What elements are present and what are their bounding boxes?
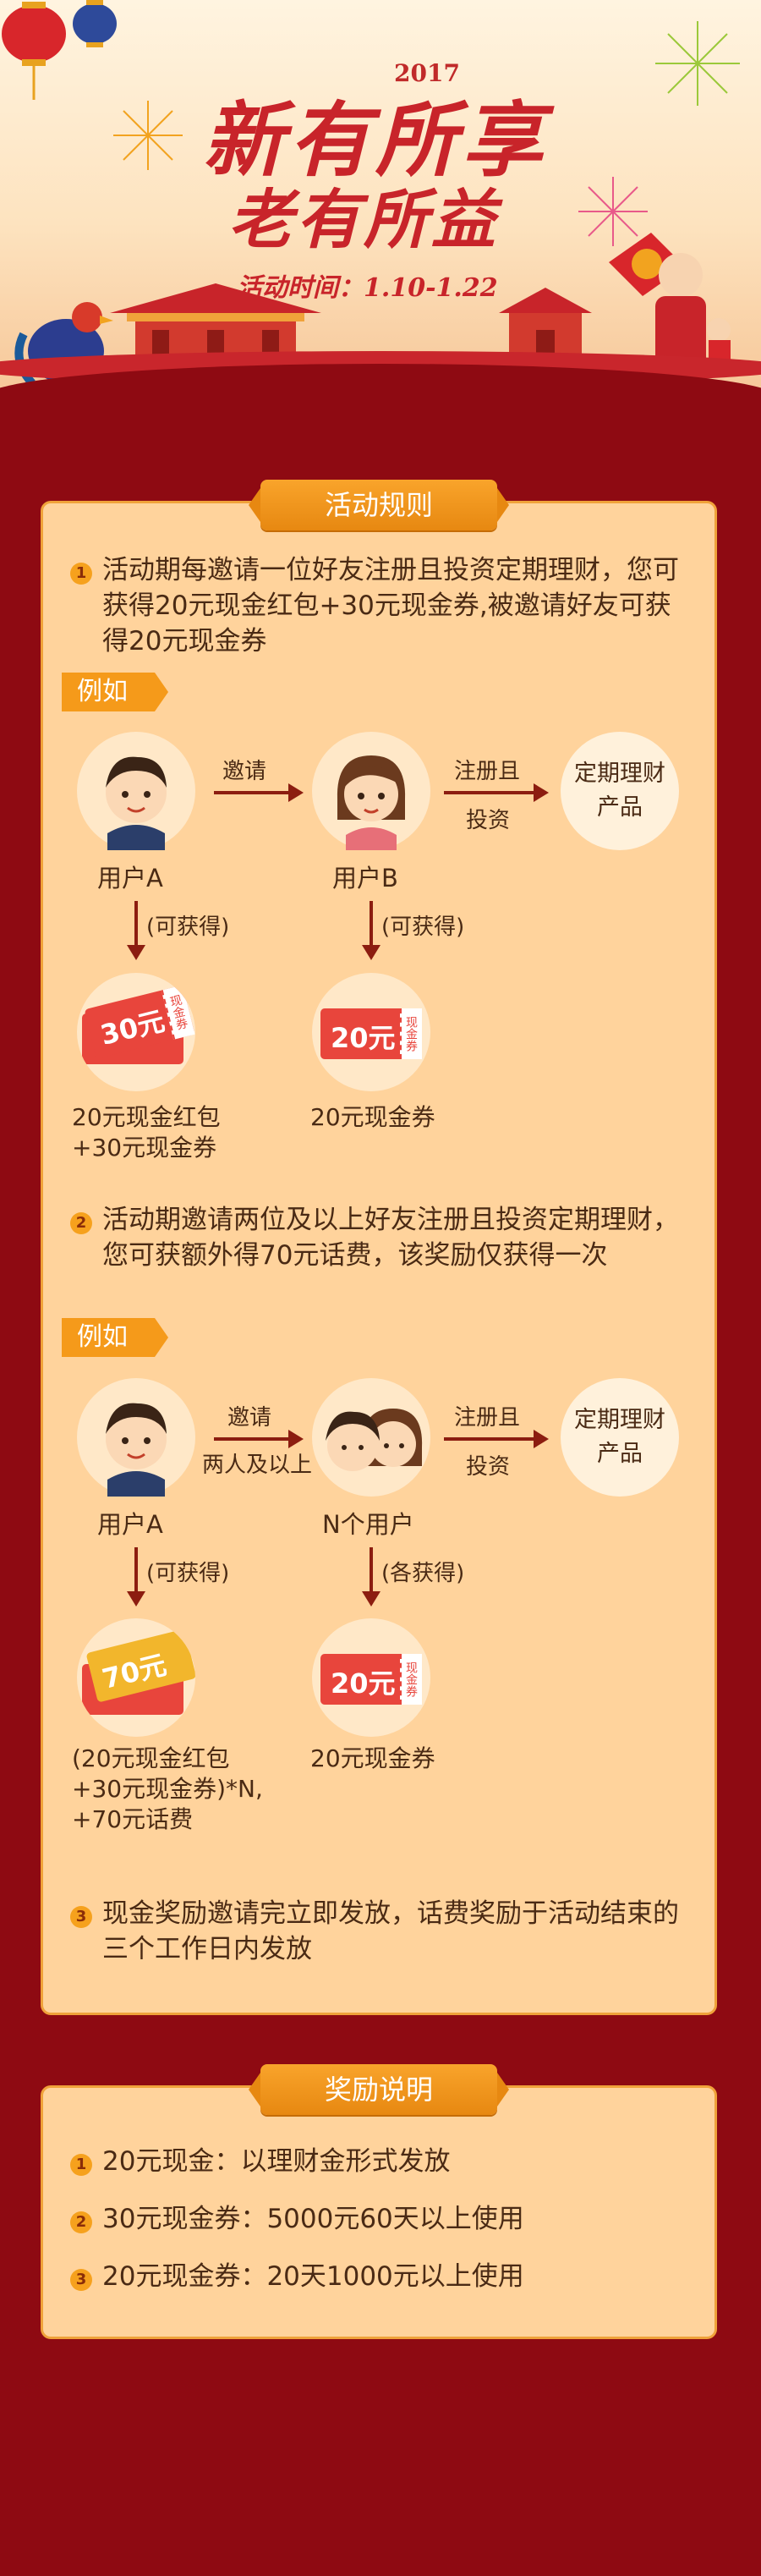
coupon-amount: 20元: [331, 1667, 396, 1700]
rule-number: 3: [70, 1906, 92, 1928]
coupon-a: 30元 现金券: [77, 973, 195, 1091]
coupon-a: 70元: [77, 1618, 195, 1737]
coupon-n: 20元 现金券: [312, 1618, 430, 1737]
reward-a-line1: (20元现金红包: [72, 1744, 230, 1772]
rule-2-text: 活动期邀请两位及以上好友注册且投资定期理财，您可获额外得70元话费，该奖励仅获得…: [102, 1205, 679, 1271]
product-circle: 定期理财 产品: [561, 1378, 679, 1497]
user-a-label: 用户A: [97, 1510, 163, 1539]
arrow-right-icon: [444, 783, 549, 802]
gain-label: (可获得): [381, 915, 465, 940]
gain-label: (可获得): [146, 1561, 230, 1586]
firework-icon: [578, 177, 648, 246]
reward-item: 20元现金券：20天1000元以上使用: [102, 2261, 524, 2292]
product-label-line1: 定期理财: [574, 761, 665, 787]
register-label: 注册且: [454, 1405, 521, 1431]
example-tag: 例如: [62, 1318, 168, 1357]
banner-title: 新有所享: [203, 92, 548, 188]
arrow-right-icon: [214, 1430, 304, 1448]
reward-n: 20元现金券: [310, 1744, 435, 1772]
example-tag: 例如: [62, 673, 168, 711]
invite-label: 邀请: [222, 759, 267, 784]
boy-avatar-icon: [106, 1403, 167, 1497]
gain-label: (可获得): [146, 915, 230, 940]
user-a-avatar: [77, 1378, 195, 1497]
banner-year: 2017: [394, 59, 460, 87]
activity-time: 活动时间：1.10-1.22: [237, 273, 498, 303]
user-n-label: N个用户: [322, 1510, 414, 1539]
firework-icon: [113, 101, 183, 170]
coupon-side: 现金券: [400, 1654, 422, 1705]
group-avatar-icon: [326, 1409, 423, 1471]
reward-a-line3: +70元话费: [72, 1805, 194, 1833]
hero-banner: 2017 新有所享 老有所益 活动时间：1.10-1.22: [0, 0, 761, 406]
invest-label: 投资: [466, 808, 511, 833]
arrow-down-icon: [362, 1547, 380, 1607]
user-b-avatar: [312, 732, 430, 850]
arrow-right-icon: [444, 1430, 549, 1448]
coupon-card: 20元 现金券: [320, 1654, 422, 1705]
arrow-down-icon: [127, 901, 145, 960]
reward-panel: 奖励说明 1 20元现金：以理财金形式发放 2 30元现金券：5000元60天以…: [41, 2064, 717, 2339]
user-a-avatar: [77, 732, 195, 850]
coupon-b: 20元 现金券: [312, 973, 430, 1091]
product-label-line1: 定期理财: [574, 1407, 665, 1433]
girl-avatar-icon: [337, 755, 406, 850]
reward-a-line1: 20元现金红包: [72, 1103, 221, 1131]
reward-item: 20元现金：以理财金形式发放: [102, 2146, 451, 2177]
product-circle: 定期理财 产品: [561, 732, 679, 850]
reward-number: 3: [70, 2269, 92, 2291]
boy-avatar-icon: [106, 756, 167, 850]
reward-item: 30元现金券：5000元60天以上使用: [102, 2204, 524, 2234]
coupon-amount: 20元: [331, 1022, 396, 1054]
reward-number: 2: [70, 2211, 92, 2233]
firework-icon: [655, 21, 740, 106]
invite-count-label: 两人及以上: [202, 1453, 313, 1478]
banner-subtitle: 老有所益: [228, 182, 499, 257]
invest-label: 投资: [466, 1454, 511, 1480]
rule-3-text: 现金奖励邀请完立即发放，话费奖励于活动结束的三个工作日内发放: [102, 1898, 679, 1964]
user-a-label: 用户A: [97, 864, 163, 893]
banner-wave: [0, 364, 761, 406]
rules-panel: 活动规则 1 活动期每邀请一位好友注册且投资定期理财，您可获得20元现金红包+3…: [41, 480, 717, 2015]
reward-a-line2: +30元现金券)*N,: [72, 1775, 263, 1803]
invite-label: 邀请: [227, 1405, 272, 1431]
register-label: 注册且: [454, 759, 521, 784]
reward-number: 1: [70, 2154, 92, 2176]
user-b-label: 用户B: [332, 864, 398, 893]
reward-b: 20元现金券: [310, 1103, 435, 1131]
product-label-line2: 产品: [597, 794, 643, 821]
lantern-icon: [2, 0, 117, 100]
rule-number: 1: [70, 563, 92, 585]
arrow-down-icon: [127, 1547, 145, 1607]
arrow-down-icon: [362, 901, 380, 960]
rule-1-text: 活动期每邀请一位好友注册且投资定期理财，您可获得20元现金红包+30元现金券,被…: [102, 555, 679, 656]
coupon-side: 现金券: [400, 1008, 422, 1059]
coupon-card: 20元 现金券: [320, 1008, 422, 1059]
rule-number: 2: [70, 1212, 92, 1234]
reward-panel-title: 奖励说明: [249, 2064, 509, 2115]
gain-label: (各获得): [381, 1561, 465, 1586]
rules-panel-title: 活动规则: [249, 480, 509, 530]
user-n-avatar: [312, 1378, 430, 1497]
arrow-right-icon: [214, 783, 304, 802]
product-label-line2: 产品: [597, 1441, 643, 1467]
reward-a-line2: +30元现金券: [72, 1134, 217, 1162]
